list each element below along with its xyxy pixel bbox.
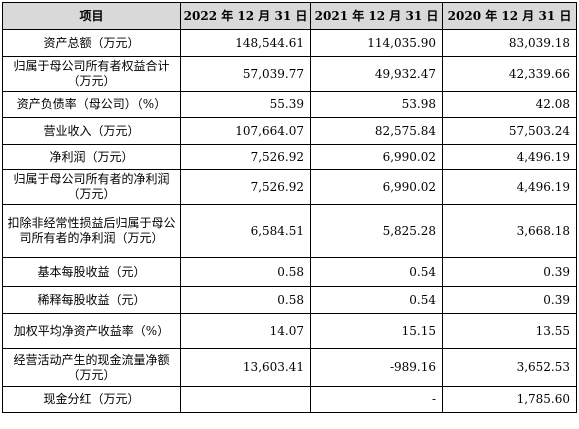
table-row: 经营活动产生的现金流量净额（万元） 13,603.41 -989.16 3,65… bbox=[2, 348, 577, 387]
row-label: 基本每股收益（元） bbox=[2, 257, 181, 287]
table-row: 资产负债率（母公司）（%） 55.39 53.98 42.08 bbox=[2, 91, 577, 118]
value-2022: 7,526.92 bbox=[180, 144, 311, 170]
row-label: 营业收入（万元） bbox=[2, 117, 181, 145]
value-2022 bbox=[180, 386, 311, 413]
value-2022: 7,526.92 bbox=[180, 169, 311, 205]
row-label: 净利润（万元） bbox=[2, 144, 181, 170]
value-2020: 3,668.18 bbox=[442, 204, 577, 258]
value-2020: 0.39 bbox=[442, 257, 577, 287]
value-2020: 4,496.19 bbox=[442, 144, 577, 170]
value-2020: 57,503.24 bbox=[442, 117, 577, 145]
value-2022: 148,544.61 bbox=[180, 29, 311, 57]
table-row: 归属于母公司所有者的净利润（万元） 7,526.92 6,990.02 4,49… bbox=[2, 169, 577, 205]
value-2021: 114,035.90 bbox=[310, 29, 443, 57]
value-2021: 0.54 bbox=[310, 286, 443, 314]
value-2021: 5,825.28 bbox=[310, 204, 443, 258]
table-row: 扣除非经常性损益后归属于母公司所有者的净利润（万元） 6,584.51 5,82… bbox=[2, 204, 577, 258]
value-2022: 13,603.41 bbox=[180, 348, 311, 387]
table-row: 基本每股收益（元） 0.58 0.54 0.39 bbox=[2, 257, 577, 287]
value-2022: 0.58 bbox=[180, 257, 311, 287]
value-2022: 0.58 bbox=[180, 286, 311, 314]
row-label: 加权平均净资产收益率（%） bbox=[2, 313, 181, 349]
value-2022: 55.39 bbox=[180, 91, 311, 118]
table-row: 稀释每股收益（元） 0.58 0.54 0.39 bbox=[2, 286, 577, 314]
value-2020: 0.39 bbox=[442, 286, 577, 314]
row-label: 资产负债率（母公司）（%） bbox=[2, 91, 181, 118]
value-2021: -989.16 bbox=[310, 348, 443, 387]
financial-data-table: 项目 2022 年 12 月 31 日 2021 年 12 月 31 日 202… bbox=[2, 2, 577, 413]
value-2020: 42,339.66 bbox=[442, 56, 577, 92]
table-row: 归属于母公司所有者权益合计（万元） 57,039.77 49,932.47 42… bbox=[2, 56, 577, 92]
value-2022: 6,584.51 bbox=[180, 204, 311, 258]
header-2021: 2021 年 12 月 31 日 bbox=[310, 2, 443, 30]
value-2020: 3,652.53 bbox=[442, 348, 577, 387]
row-label: 经营活动产生的现金流量净额（万元） bbox=[2, 348, 181, 387]
row-label: 稀释每股收益（元） bbox=[2, 286, 181, 314]
header-2020: 2020 年 12 月 31 日 bbox=[442, 2, 577, 30]
value-2020: 1,785.60 bbox=[442, 386, 577, 413]
value-2021: - bbox=[310, 386, 443, 413]
value-2020: 4,496.19 bbox=[442, 169, 577, 205]
row-label: 归属于母公司所有者权益合计（万元） bbox=[2, 56, 181, 92]
value-2022: 14.07 bbox=[180, 313, 311, 349]
value-2020: 42.08 bbox=[442, 91, 577, 118]
header-row: 项目 2022 年 12 月 31 日 2021 年 12 月 31 日 202… bbox=[2, 2, 577, 30]
row-label: 归属于母公司所有者的净利润（万元） bbox=[2, 169, 181, 205]
table-row: 现金分红（万元） - 1,785.60 bbox=[2, 386, 577, 413]
value-2021: 15.15 bbox=[310, 313, 443, 349]
value-2020: 13.55 bbox=[442, 313, 577, 349]
value-2021: 49,932.47 bbox=[310, 56, 443, 92]
table-row: 净利润（万元） 7,526.92 6,990.02 4,496.19 bbox=[2, 144, 577, 170]
value-2021: 53.98 bbox=[310, 91, 443, 118]
table-row: 加权平均净资产收益率（%） 14.07 15.15 13.55 bbox=[2, 313, 577, 349]
value-2021: 6,990.02 bbox=[310, 144, 443, 170]
value-2021: 0.54 bbox=[310, 257, 443, 287]
row-label: 扣除非经常性损益后归属于母公司所有者的净利润（万元） bbox=[2, 204, 181, 258]
value-2021: 6,990.02 bbox=[310, 169, 443, 205]
row-label: 资产总额（万元） bbox=[2, 29, 181, 57]
header-item: 项目 bbox=[2, 2, 181, 30]
table-row: 营业收入（万元） 107,664.07 82,575.84 57,503.24 bbox=[2, 117, 577, 145]
row-label: 现金分红（万元） bbox=[2, 386, 181, 413]
header-2022: 2022 年 12 月 31 日 bbox=[180, 2, 311, 30]
value-2020: 83,039.18 bbox=[442, 29, 577, 57]
table-row: 资产总额（万元） 148,544.61 114,035.90 83,039.18 bbox=[2, 29, 577, 57]
value-2021: 82,575.84 bbox=[310, 117, 443, 145]
value-2022: 107,664.07 bbox=[180, 117, 311, 145]
value-2022: 57,039.77 bbox=[180, 56, 311, 92]
